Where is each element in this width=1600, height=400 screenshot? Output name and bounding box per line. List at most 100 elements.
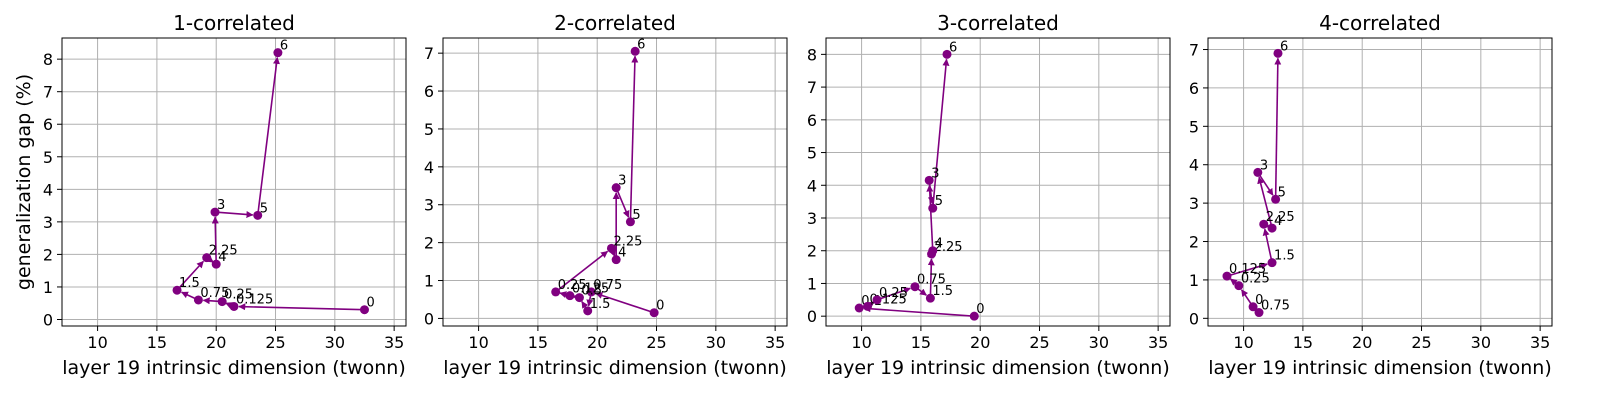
trajectory-arrow xyxy=(1262,228,1273,263)
chart-title: 4-correlated xyxy=(1319,11,1441,35)
point-label: 0 xyxy=(976,302,984,317)
data-point xyxy=(1267,223,1277,233)
plot-frame xyxy=(825,37,1171,327)
y-tick-label: 3 xyxy=(1189,194,1199,213)
x-tick-label: 25 xyxy=(646,333,666,352)
y-tick-label: 5 xyxy=(1189,117,1199,136)
y-tick-label: 2 xyxy=(43,245,53,264)
x-tick-label: 25 xyxy=(1029,333,1049,352)
trajectory-arrow xyxy=(1257,171,1274,196)
data-point xyxy=(565,291,575,301)
x-tick-label: 20 xyxy=(970,333,990,352)
point-label: 0 xyxy=(1255,293,1263,308)
x-tick-label: 15 xyxy=(911,333,931,352)
trajectory-arrow xyxy=(615,187,630,218)
trajectory-arrow xyxy=(926,184,934,251)
y-tick-label: 6 xyxy=(43,115,53,134)
x-axis-label: layer 19 intrinsic dimension (twonn) xyxy=(62,357,405,379)
x-tick-label: 10 xyxy=(468,333,488,352)
trajectory-arrow xyxy=(629,55,639,222)
trajectory-arrow xyxy=(176,260,204,291)
y-tick-label: 6 xyxy=(1189,79,1199,98)
data-point xyxy=(1234,281,1244,291)
point-label: 4 xyxy=(935,237,943,252)
point-label: 2.25 xyxy=(1266,210,1295,225)
trajectory-arrow xyxy=(595,292,655,314)
y-axis-label: generalization gap (%) xyxy=(13,74,35,290)
x-tick-label: 15 xyxy=(1293,333,1313,352)
plot-frame xyxy=(61,37,407,327)
x-tick-label: 20 xyxy=(587,333,607,352)
data-point xyxy=(630,46,640,56)
data-point xyxy=(1271,194,1281,204)
point-label: 0.25 xyxy=(224,288,253,303)
data-point xyxy=(229,301,239,311)
data-point xyxy=(1248,302,1258,312)
point-label: 4 xyxy=(618,246,626,261)
x-tick-label: 35 xyxy=(1530,333,1550,352)
y-tick-label: 6 xyxy=(807,111,817,130)
point-label: 4 xyxy=(218,250,226,265)
point-label: 0.75 xyxy=(593,278,622,293)
y-tick-label: 1 xyxy=(1189,271,1199,290)
trajectory-arrow xyxy=(1226,262,1268,277)
x-tick-label: 35 xyxy=(1148,333,1168,352)
point-label: 6 xyxy=(1280,39,1288,54)
data-point xyxy=(273,48,283,58)
x-tick-label: 35 xyxy=(765,333,785,352)
data-point xyxy=(1259,219,1269,229)
data-point xyxy=(1267,258,1277,268)
data-point xyxy=(583,306,593,316)
point-label: 4 xyxy=(1274,214,1282,229)
point-label: 0.75 xyxy=(200,286,229,301)
x-tick-label: 30 xyxy=(706,333,726,352)
x-tick-label: 10 xyxy=(851,333,871,352)
point-label: 5 xyxy=(935,194,943,209)
y-tick-label: 7 xyxy=(424,44,434,63)
data-point xyxy=(202,253,212,263)
x-tick-label: 15 xyxy=(528,333,548,352)
trajectory-arrow xyxy=(876,287,911,301)
x-tick-label: 25 xyxy=(265,333,285,352)
data-point xyxy=(193,295,203,305)
point-label: 0 xyxy=(656,299,664,314)
point-label: 0.125 xyxy=(1229,262,1266,277)
y-tick-label: 3 xyxy=(807,209,817,228)
y-tick-label: 2 xyxy=(424,234,434,253)
point-label: 0.75 xyxy=(1261,299,1290,314)
data-point xyxy=(211,259,221,269)
data-point xyxy=(910,282,920,292)
data-point xyxy=(611,183,621,193)
x-tick-label: 30 xyxy=(1471,333,1491,352)
plot-frame xyxy=(442,37,788,327)
point-label: 0.125 xyxy=(236,292,273,307)
data-point xyxy=(1273,48,1283,58)
data-point xyxy=(625,217,635,227)
y-tick-label: 2 xyxy=(807,242,817,261)
y-tick-label: 0 xyxy=(1189,309,1199,328)
data-point xyxy=(606,243,616,253)
x-axis-label: layer 19 intrinsic dimension (twonn) xyxy=(1208,357,1551,379)
y-tick-label: 0 xyxy=(807,307,817,326)
y-tick-label: 0 xyxy=(424,309,434,328)
data-point xyxy=(172,285,182,295)
trajectory-arrow xyxy=(214,211,254,218)
y-tick-label: 5 xyxy=(43,148,53,167)
y-tick-label: 5 xyxy=(807,144,817,163)
point-label: 0.5 xyxy=(581,284,602,299)
y-tick-label: 8 xyxy=(43,50,53,69)
x-tick-label: 30 xyxy=(325,333,345,352)
data-point xyxy=(942,49,952,59)
y-tick-label: 3 xyxy=(424,196,434,215)
data-point xyxy=(969,311,979,321)
trajectory-arrow xyxy=(1274,57,1282,200)
point-label: 3 xyxy=(1260,158,1268,173)
y-tick-label: 2 xyxy=(1189,233,1199,252)
y-tick-label: 7 xyxy=(807,78,817,97)
data-point xyxy=(1254,308,1264,318)
data-point xyxy=(253,210,263,220)
data-point xyxy=(928,246,938,256)
